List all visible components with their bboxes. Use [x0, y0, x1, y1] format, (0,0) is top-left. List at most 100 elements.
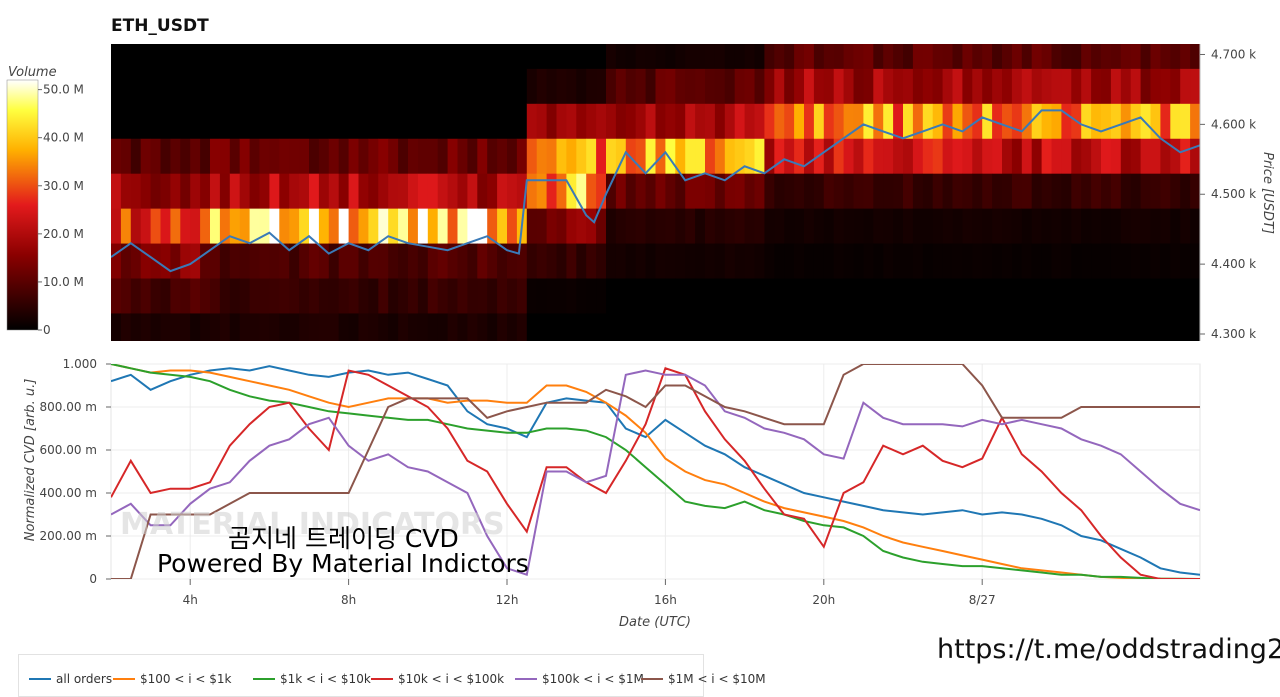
heatmap-cell	[982, 103, 993, 139]
heatmap-cell	[328, 313, 340, 341]
heatmap-cell	[912, 103, 924, 139]
heatmap-cell	[1061, 278, 1072, 314]
heatmap-cell	[200, 138, 211, 174]
heatmap-cell	[378, 138, 389, 174]
heatmap-cell	[368, 103, 379, 139]
cvd-x-tick-label: 8h	[341, 593, 356, 607]
heatmap-cell	[160, 313, 171, 341]
heatmap-cell	[1081, 243, 1092, 279]
heatmap-cell	[685, 44, 696, 69]
heatmap-cell	[536, 103, 547, 139]
heatmap-cell	[487, 103, 498, 139]
heatmap-cell	[873, 68, 884, 104]
heatmap-cell	[645, 138, 656, 174]
heatmap-cell	[1140, 103, 1151, 139]
legend-item[interactable]: $100k < i < $1M	[515, 672, 644, 686]
heatmap-cell	[111, 173, 122, 209]
heatmap-cell	[328, 103, 340, 139]
heatmap-cell	[210, 278, 221, 314]
heatmap-cell	[982, 68, 993, 104]
heatmap-cell	[853, 278, 864, 314]
heatmap-cell	[714, 278, 726, 314]
heatmap-cell	[804, 313, 815, 341]
heatmap-cell	[1101, 138, 1112, 174]
heatmap-cell	[229, 173, 241, 209]
heatmap-cell	[140, 313, 151, 341]
heatmap-cell	[378, 173, 389, 209]
cvd-panel: 1.000 800.00 m 600.00 m 400.00 m 200.00 m 0 4…	[23, 357, 1201, 630]
heatmap-cell	[120, 138, 132, 174]
heatmap-cell	[111, 313, 122, 341]
heatmap-cell	[764, 68, 775, 104]
heatmap-cell	[744, 278, 755, 314]
heatmap-cell	[338, 138, 349, 174]
heatmap-cell	[734, 278, 745, 314]
heatmap-cell	[160, 103, 171, 139]
heatmap-cell	[259, 103, 270, 139]
heatmap-cell	[992, 313, 1003, 341]
heatmap-cell	[734, 243, 745, 279]
heatmap-cell	[1061, 138, 1072, 174]
heatmap-cell	[120, 313, 132, 341]
heatmap-cell	[625, 44, 637, 69]
heatmap-cell	[794, 243, 805, 279]
legend-item[interactable]: all orders	[29, 672, 112, 686]
legend-item[interactable]: $1k < i < $10k	[253, 672, 371, 686]
heatmap-cell	[348, 68, 359, 104]
heatmap-cell	[804, 138, 815, 174]
heatmap-cell	[754, 68, 765, 104]
heatmap-cell	[1081, 208, 1092, 244]
heatmap-cell	[378, 103, 389, 139]
heatmap-cell	[526, 173, 538, 209]
heatmap-cell	[210, 313, 221, 341]
heatmap-cell	[328, 243, 340, 279]
legend-label: $1k < i < $10k	[280, 672, 371, 686]
heatmap-cell	[784, 278, 795, 314]
heatmap-cell	[883, 278, 894, 314]
heatmap-cell	[447, 278, 458, 314]
heatmap-cell	[378, 278, 389, 314]
heatmap-cell	[873, 313, 884, 341]
legend-item[interactable]: $10k < i < $100k	[371, 672, 504, 686]
heatmap-cell	[962, 278, 973, 314]
heatmap-cell	[1081, 278, 1092, 314]
heatmap-cell	[744, 173, 755, 209]
heatmap-cell	[1150, 208, 1161, 244]
heatmap-cell	[507, 138, 518, 174]
heatmap-cell	[685, 243, 696, 279]
heatmap-cell	[259, 173, 270, 209]
heatmap-cell	[972, 138, 983, 174]
heatmap-cell	[229, 208, 241, 244]
heatmap-cell	[685, 278, 696, 314]
heatmap-cell	[526, 313, 538, 341]
heatmap-cell	[734, 138, 745, 174]
heatmap-cell	[1061, 68, 1072, 104]
heatmap-cell	[1081, 313, 1092, 341]
heatmap-cell	[417, 278, 429, 314]
heatmap-cell	[932, 278, 943, 314]
heatmap-cell	[952, 103, 963, 139]
heatmap-cell	[586, 208, 597, 244]
heatmap-cell	[398, 173, 409, 209]
heatmap-cell	[328, 208, 340, 244]
heatmap-cell	[1011, 138, 1023, 174]
heatmap-cell	[952, 173, 963, 209]
heatmap-cell	[813, 243, 825, 279]
legend-item[interactable]: $1M < i < $10M	[641, 672, 766, 686]
heatmap-cell	[754, 173, 765, 209]
heatmap-cell	[200, 68, 211, 104]
heatmap-cell	[1002, 278, 1013, 314]
heatmap-cell	[724, 278, 736, 314]
heatmap-cell	[1031, 68, 1042, 104]
heatmap-cell	[903, 313, 914, 341]
heatmap-cell	[853, 103, 864, 139]
heatmap-cell	[873, 138, 884, 174]
colorbar: Volume 50.0 M 40.0 M 30.0 M 20.0 M 10.0 M 0	[6, 65, 84, 337]
heatmap-cell	[1041, 278, 1052, 314]
heatmap-cell	[388, 278, 399, 314]
legend-item[interactable]: $100 < i < $1k	[113, 672, 231, 686]
telegram-link[interactable]: https://t.me/oddstrading2	[937, 634, 1280, 665]
heatmap-cell	[883, 243, 894, 279]
heatmap-cell	[833, 173, 844, 209]
heatmap-cell	[437, 68, 448, 104]
